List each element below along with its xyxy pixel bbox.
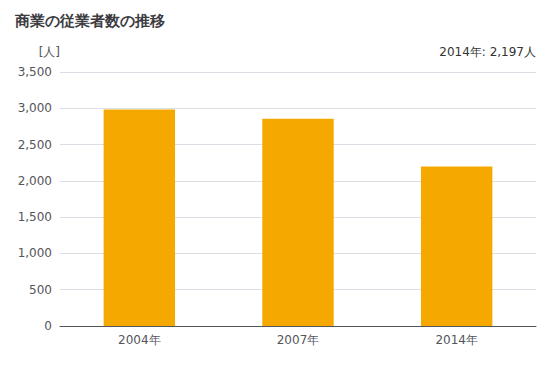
svg-text:0: 0: [44, 319, 52, 333]
svg-text:1,500: 1,500: [18, 210, 52, 224]
svg-text:2007年: 2007年: [277, 333, 320, 347]
svg-text:1,000: 1,000: [18, 246, 52, 260]
svg-text:2,500: 2,500: [18, 138, 52, 152]
svg-text:2004年: 2004年: [118, 333, 161, 347]
svg-text:商業の従業者数の推移: 商業の従業者数の推移: [14, 12, 165, 30]
svg-text:[人]: [人]: [39, 45, 60, 59]
svg-text:2014年: 2014年: [435, 333, 478, 347]
svg-text:2014年: 2,197人: 2014年: 2,197人: [439, 45, 536, 59]
svg-text:3,500: 3,500: [18, 65, 52, 79]
svg-text:3,000: 3,000: [18, 101, 52, 115]
svg-text:2,000: 2,000: [18, 174, 52, 188]
svg-text:500: 500: [29, 283, 52, 297]
